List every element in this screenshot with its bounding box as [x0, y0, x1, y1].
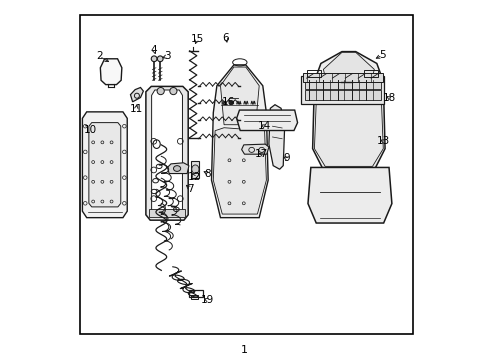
- Text: 12: 12: [187, 172, 201, 182]
- Ellipse shape: [173, 166, 180, 171]
- Text: 4: 4: [150, 45, 157, 55]
- Ellipse shape: [191, 165, 199, 174]
- Polygon shape: [167, 163, 188, 174]
- Bar: [306, 70, 320, 77]
- Text: 18: 18: [382, 93, 396, 103]
- Text: 1: 1: [241, 345, 247, 355]
- Ellipse shape: [157, 87, 164, 95]
- Bar: [304, 90, 380, 100]
- Bar: [80, 15, 412, 334]
- Text: 15: 15: [190, 35, 203, 44]
- Bar: [303, 73, 382, 82]
- Polygon shape: [220, 67, 259, 125]
- Polygon shape: [100, 59, 122, 85]
- Polygon shape: [89, 123, 121, 207]
- Polygon shape: [130, 87, 143, 102]
- Polygon shape: [314, 101, 383, 166]
- Text: 11: 11: [129, 104, 142, 114]
- Bar: [301, 76, 384, 104]
- Text: 2: 2: [96, 51, 102, 61]
- Text: 6: 6: [222, 33, 229, 43]
- Polygon shape: [82, 112, 127, 218]
- Bar: [363, 70, 378, 77]
- Polygon shape: [151, 90, 182, 215]
- Polygon shape: [323, 52, 373, 99]
- Polygon shape: [211, 65, 267, 218]
- Polygon shape: [236, 110, 297, 131]
- Polygon shape: [307, 167, 391, 223]
- Bar: [304, 79, 380, 89]
- Bar: [149, 209, 184, 217]
- Text: 13: 13: [376, 136, 389, 146]
- Text: 17: 17: [255, 149, 268, 159]
- Text: 5: 5: [379, 50, 385, 60]
- Text: 16: 16: [222, 97, 235, 107]
- Bar: [191, 161, 199, 178]
- Polygon shape: [268, 105, 284, 169]
- Text: 7: 7: [187, 184, 194, 194]
- Ellipse shape: [157, 56, 163, 62]
- Polygon shape: [145, 86, 188, 220]
- Polygon shape: [213, 128, 266, 214]
- Text: 14: 14: [257, 121, 270, 131]
- Text: 3: 3: [164, 51, 170, 61]
- Ellipse shape: [169, 87, 177, 95]
- Ellipse shape: [151, 56, 157, 62]
- Text: 9: 9: [283, 153, 289, 163]
- Polygon shape: [312, 51, 384, 170]
- Text: 10: 10: [83, 125, 97, 135]
- Bar: [188, 290, 202, 297]
- Bar: [190, 296, 198, 299]
- Text: 8: 8: [204, 168, 211, 179]
- Polygon shape: [241, 144, 268, 154]
- Text: 19: 19: [201, 295, 214, 305]
